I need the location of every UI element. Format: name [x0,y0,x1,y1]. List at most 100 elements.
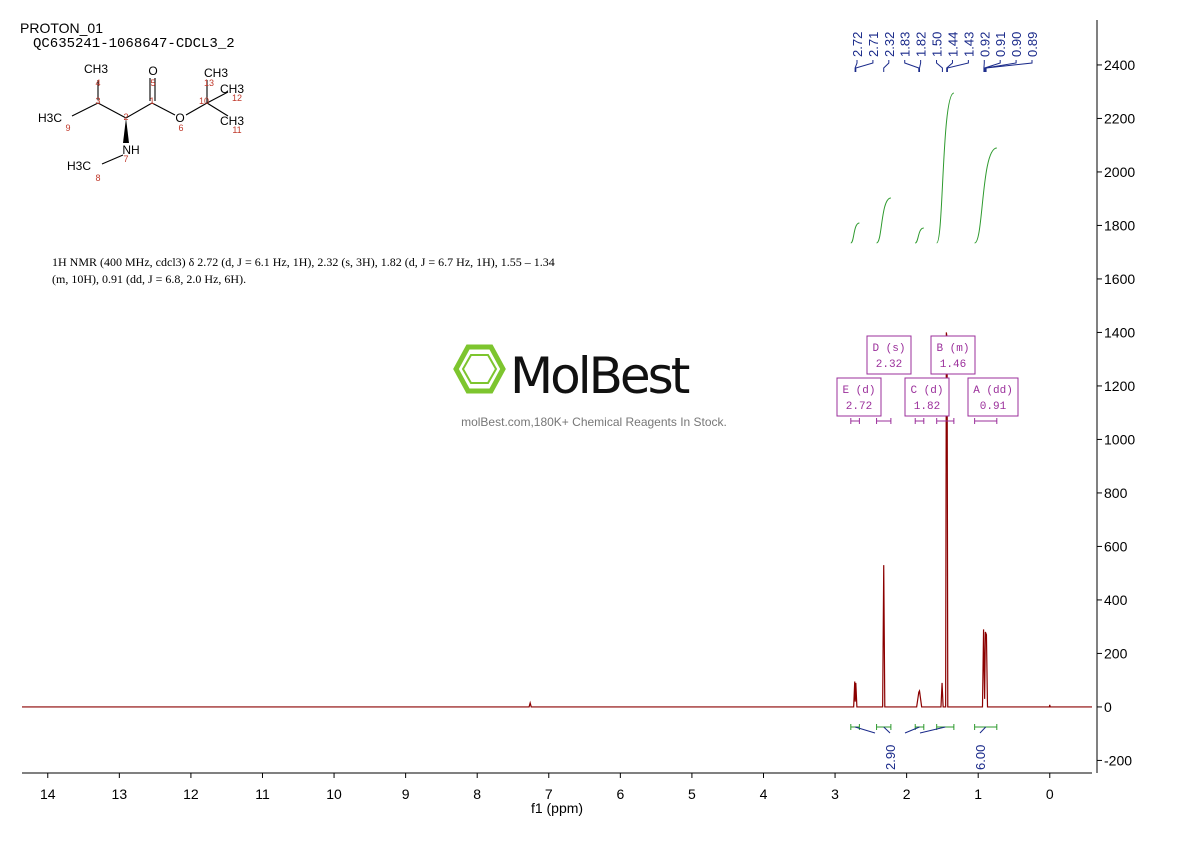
atom-label: CH3 [204,66,228,80]
multiplet-box [836,377,882,417]
multiplet-label: A (dd) [973,385,1013,397]
atom-number: 2 [123,112,128,122]
integral-connector [979,726,987,734]
atom-label: CH3 [220,82,244,96]
watermark-brand: MolBest [510,347,690,405]
x-tick-label: 4 [760,786,768,802]
atom-number: 9 [65,123,70,133]
peak-label: 0.89 [1025,32,1040,57]
peak-connector [919,60,922,72]
y-tick-label: 800 [1104,485,1128,501]
y-tick-label: 1200 [1104,378,1135,394]
logo-icon [453,344,506,394]
multiplet-shift: 2.32 [876,359,902,371]
x-tick-label: 3 [831,786,839,802]
chart-title: PROTON_01 [20,20,103,36]
atom-label: O [148,64,157,78]
y-tick-label: 200 [1104,645,1128,661]
atom-number: 10 [199,96,209,106]
integral-connector [883,726,891,734]
integral-connector [854,726,876,734]
integral-label: 2.90 [883,745,898,770]
x-tick-label: 7 [545,786,553,802]
x-tick-label: 0 [1046,786,1054,802]
multiplet-label: D (s) [872,343,905,355]
peak-label: 1.43 [961,32,976,57]
x-tick-label: 6 [616,786,624,802]
integral-range [876,724,892,730]
integral-connector [904,726,920,734]
peak-connector [984,60,1001,72]
y-tick-label: 2200 [1104,110,1135,126]
atom-number: 4 [95,78,100,88]
peak-connector [936,60,943,72]
multiplet-label: E (d) [842,385,875,397]
peak-connector [985,60,1033,72]
integral-curve [914,227,924,244]
multiplet-box [866,335,912,375]
x-tick-label: 12 [183,786,199,802]
y-tick-label: 0 [1104,699,1112,715]
peak-label: 2.71 [866,32,881,57]
atom-label: O [175,111,184,125]
peak-connector [855,60,874,72]
x-tick-label: 14 [40,786,56,802]
multiplet-shift: 2.72 [846,401,872,413]
multiplet-shift: 0.91 [980,401,1007,413]
peak-label: 2.72 [850,32,865,57]
x-tick-label: 11 [255,786,270,802]
y-tick-label: 1400 [1104,324,1135,340]
multiplet-box [904,377,950,417]
multiplet-box [967,377,1019,417]
atom-number: 1 [149,96,154,106]
atom-label: H3C [38,111,62,125]
atom-number: 7 [123,154,128,164]
atom-number: 13 [204,78,214,88]
integral-curve [974,147,998,244]
multiplet-shift: 1.46 [940,359,966,371]
atom-number: 6 [178,123,183,133]
peak-connector [946,60,969,72]
y-tick-label: 1000 [1104,431,1135,447]
peak-label: 1.83 [898,32,913,57]
molecule-bonds [71,78,229,165]
peak-connector [984,60,1017,72]
spectrum-line [22,332,1092,708]
atom-label: CH3 [84,62,108,76]
x-tick-label: 8 [473,786,481,802]
multiplet-range [914,418,925,424]
description-line: 1H NMR (400 MHz, cdcl3) δ 2.72 (d, J = 6… [52,255,555,269]
atom-number: 5 [150,78,155,88]
peak-label: 2.32 [882,32,897,57]
peak-label: 1.50 [930,32,945,57]
integral-curve [936,92,955,244]
integral-connector [919,726,946,734]
atom-number: 11 [232,125,241,135]
peak-connector [904,60,920,72]
x-tick-label: 5 [688,786,696,802]
y-tick-label: 600 [1104,538,1128,554]
chart-subtitle: QC635241-1068647-CDCL3_2 [33,36,235,52]
y-tick-label: 1600 [1104,271,1135,287]
multiplet-range [974,418,998,424]
multiplet-range [936,418,955,424]
multiplet-label: B (m) [936,343,969,355]
multiplet-label: C (d) [910,385,943,397]
peak-label: 1.44 [945,32,960,57]
atom-label: NH [122,143,139,157]
integral-label: 6.00 [973,745,988,770]
multiplet-range [850,418,860,424]
x-axis-label: f1 (ppm) [531,800,583,816]
multiplet-shift: 1.82 [914,401,940,413]
y-tick-label: 400 [1104,592,1128,608]
x-tick-label: 10 [326,786,342,802]
peak-connector [946,60,953,72]
atom-number: 3 [95,96,100,106]
peak-label: 0.90 [1009,32,1024,57]
peak-label: 1.82 [914,32,929,57]
y-tick-label: -200 [1104,752,1132,768]
peak-label: 0.91 [993,32,1008,57]
peak-connector [883,60,890,72]
